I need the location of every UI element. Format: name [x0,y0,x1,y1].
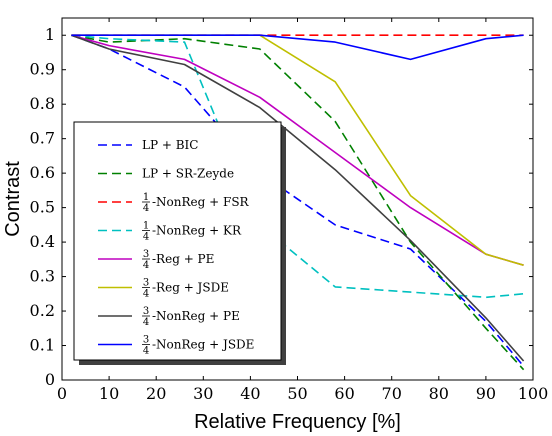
y-tick-label: 1 [45,25,55,44]
x-tick-label: 90 [476,384,496,403]
x-tick-label: 70 [382,384,402,403]
legend-fraction-denominator: 4 [143,203,149,214]
legend-fraction-numerator: 3 [143,306,149,317]
legend-fraction-numerator: 3 [143,278,149,289]
y-tick-label: 0.5 [30,198,55,217]
y-axis-label: Contrast [2,161,24,237]
x-tick-label: 40 [240,384,260,403]
y-tick-label: 0.8 [30,94,55,113]
x-tick-label: 10 [99,384,119,403]
legend-entry-label: -NonReg + KR [152,224,242,238]
legend-fraction-denominator: 4 [143,289,149,300]
legend-fraction-denominator: 4 [143,232,149,243]
y-tick-label: 0.3 [30,267,55,286]
legend-entry-label: -NonReg + JSDE [152,338,254,352]
legend-entry-label: -Reg + JSDE [152,281,229,295]
x-tick-label: 0 [57,384,67,403]
legend-entry-label: LP + BIC [142,138,198,152]
legend-entry-label: -NonReg + FSR [152,195,250,209]
y-tick-label: 0.4 [30,232,55,251]
series-line-8 [71,34,524,61]
series-line-7 [71,34,525,362]
plot-area [71,34,525,371]
x-tick-label: 80 [429,384,449,403]
x-tick-label: 60 [334,384,354,403]
x-tick-label: 20 [146,384,166,403]
y-tick-label: 0.1 [30,336,55,355]
y-tick-label: 0 [45,370,55,389]
series-line-5 [71,34,524,266]
x-tick-label: 50 [287,384,307,403]
legend-fraction-denominator: 4 [143,317,149,328]
y-tick-label: 0.2 [30,301,55,320]
legend-fraction-denominator: 4 [143,346,149,357]
y-tick-label: 0.9 [30,60,55,79]
legend-box [73,121,282,361]
x-axis-label: Relative Frequency [%] [194,411,401,433]
legend-entry-label: -NonReg + PE [152,309,240,323]
legend-entry-label: LP + SR-Zeyde [142,167,234,181]
y-tick-label: 0.6 [30,163,55,182]
legend-fraction-numerator: 3 [143,249,149,260]
legend-fraction-denominator: 4 [143,260,149,271]
axis-ticks: 0 10 20 30 40 50 60 70 80 90 100 0 0.1 0.2 0.3 0.4 0.5 0.… [30,18,549,403]
x-tick-label: 100 [518,384,549,403]
series-line-4 [71,34,524,299]
series-line-2 [71,34,525,371]
y-tick-label: 0.7 [30,129,55,148]
x-tick-label: 30 [193,384,213,403]
legend-entry-label: -Reg + PE [152,252,214,266]
series-line-1 [71,34,525,367]
legend-fraction-numerator: 3 [143,335,149,346]
legend-fraction-numerator: 1 [143,221,149,232]
legend-fraction-numerator: 1 [143,192,149,203]
